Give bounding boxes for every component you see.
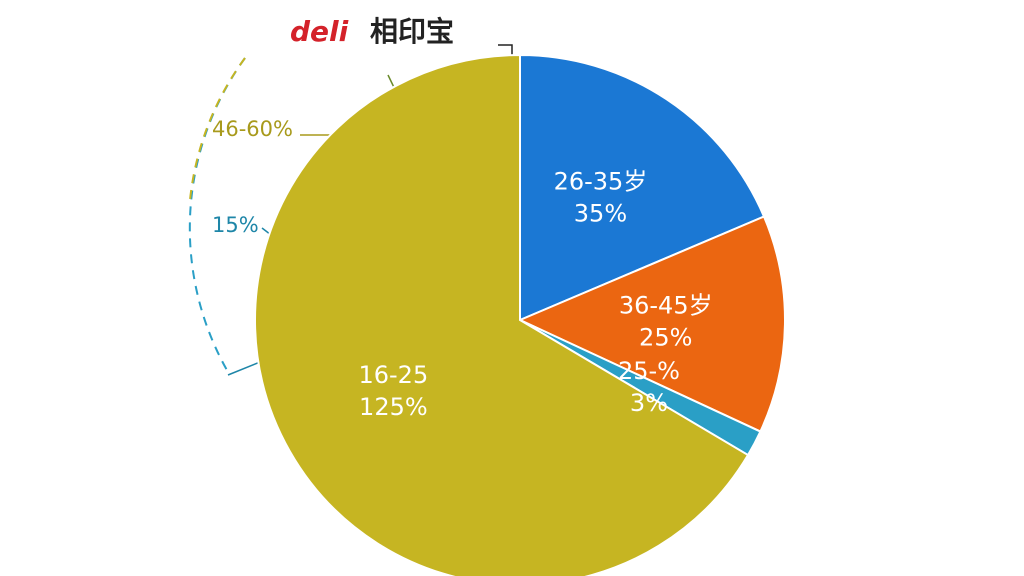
pie-slice (254, 53, 750, 576)
value-label: 35% (574, 199, 627, 227)
annotation: 46-60% (212, 117, 293, 141)
dashed-arc (188, 57, 246, 373)
brand: deli (290, 15, 349, 48)
value-label: 25% (639, 323, 692, 351)
value-label: 125% (359, 393, 428, 421)
pie-slice (517, 215, 786, 433)
slice-label: 25-% (618, 357, 680, 385)
value-label: 3% (630, 389, 668, 417)
annotation: 15% (212, 213, 259, 237)
brand-sub: 相印宝 (370, 15, 454, 48)
dashed-arc (189, 57, 246, 201)
slice-label: 36-45岁 (619, 291, 713, 319)
slice-label: 26-35岁 (554, 167, 648, 195)
slice-label: 16-25 (358, 361, 428, 389)
pie-slice (519, 53, 766, 322)
slices (254, 53, 786, 576)
